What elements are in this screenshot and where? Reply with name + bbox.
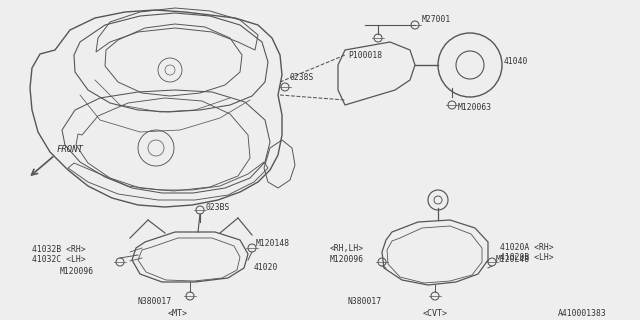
- Text: 41020B <LH>: 41020B <LH>: [500, 253, 554, 262]
- Text: <MT>: <MT>: [168, 309, 188, 318]
- Text: 41032C <LH>: 41032C <LH>: [32, 255, 86, 265]
- Text: M120L48: M120L48: [496, 255, 530, 265]
- Text: 41020: 41020: [254, 263, 278, 273]
- Text: P100018: P100018: [348, 51, 382, 60]
- Text: 023BS: 023BS: [205, 203, 229, 212]
- Text: A410001383: A410001383: [558, 309, 607, 318]
- Text: M120096: M120096: [330, 255, 364, 265]
- Text: FRONT: FRONT: [57, 146, 84, 155]
- Text: <CVT>: <CVT>: [422, 309, 447, 318]
- Text: N380017: N380017: [138, 298, 172, 307]
- Text: 41032B <RH>: 41032B <RH>: [32, 245, 86, 254]
- Text: N380017: N380017: [348, 298, 382, 307]
- Text: M27001: M27001: [422, 15, 451, 25]
- Text: <RH,LH>: <RH,LH>: [330, 244, 364, 252]
- Text: M120063: M120063: [458, 103, 492, 113]
- Text: 41020A <RH>: 41020A <RH>: [500, 244, 554, 252]
- Text: M120096: M120096: [60, 268, 94, 276]
- Text: 0238S: 0238S: [290, 74, 314, 83]
- Text: M120148: M120148: [256, 239, 290, 249]
- Text: 41040: 41040: [504, 58, 529, 67]
